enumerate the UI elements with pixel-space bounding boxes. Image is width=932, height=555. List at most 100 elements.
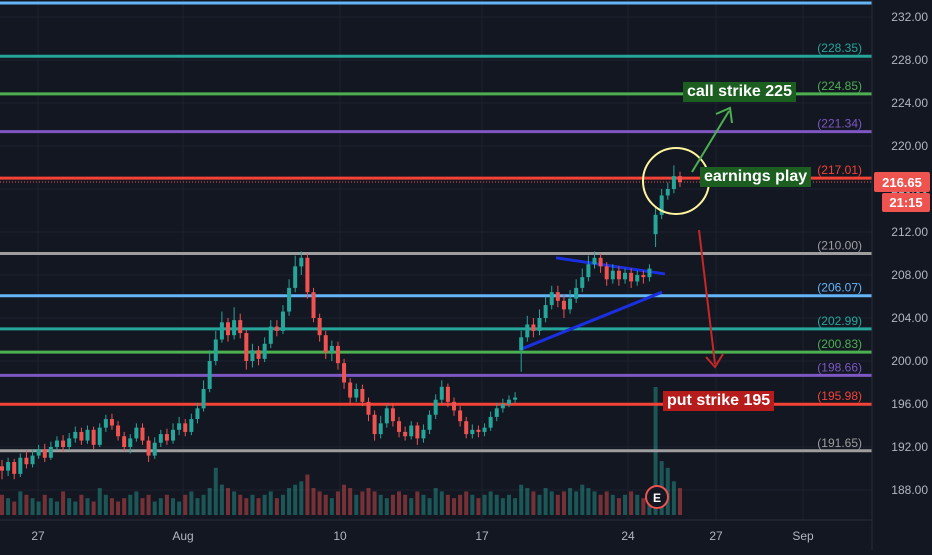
candle-body: [195, 408, 200, 420]
volume-bar: [109, 498, 114, 515]
candle-body: [0, 466, 4, 471]
volume-bar: [213, 467, 218, 515]
volume-bar: [561, 491, 566, 515]
candle-body: [464, 421, 469, 435]
volume-bar: [678, 488, 682, 515]
price-level-label: (221.34): [817, 117, 862, 131]
candle-body: [488, 416, 493, 428]
volume-bar: [262, 494, 267, 515]
volume-bar: [390, 494, 395, 515]
volume-bar: [586, 488, 591, 515]
candle-body: [476, 429, 481, 432]
price-level-label: (200.83): [817, 337, 862, 351]
volume-bar: [629, 491, 634, 515]
bullish-arrow-head: [715, 106, 733, 124]
candle-body: [280, 311, 285, 331]
candle-body: [329, 345, 334, 353]
volume-bar: [335, 491, 340, 515]
volume-bar: [525, 488, 530, 515]
volume-bar: [323, 494, 328, 515]
candlesticks: [0, 165, 682, 480]
call-strike-label: call strike 225: [683, 82, 796, 102]
volume-bar: [61, 491, 66, 515]
candle-body: [555, 292, 560, 301]
volume-bar: [256, 498, 261, 515]
volume-bar: [329, 498, 334, 515]
volume-bar: [384, 498, 389, 515]
volume-bar: [415, 491, 420, 515]
volume-bar: [195, 498, 200, 515]
candle-body: [213, 339, 218, 361]
candle-body: [439, 386, 444, 400]
volume-bar: [458, 494, 463, 515]
last-price-value: 216.65: [882, 175, 922, 190]
candle-body: [598, 257, 603, 267]
volume-bar: [311, 488, 316, 515]
candle-body: [48, 447, 53, 458]
candle-body: [678, 176, 682, 183]
price-level-label: (210.00): [817, 239, 862, 253]
candle-body: [140, 427, 145, 441]
candle-body: [201, 388, 206, 409]
candle-body: [18, 457, 23, 474]
candle-body: [256, 350, 261, 359]
volume-bar: [592, 491, 597, 515]
volume-bar: [610, 494, 615, 515]
time-axis: 27 Aug 10 17 24 27 Sep: [0, 519, 872, 543]
candle-body: [287, 287, 292, 312]
price-level-label: (224.85): [817, 79, 862, 93]
price-level-label: (206.07): [817, 281, 862, 295]
price-axis: 232.00228.00224.00220.00216.00212.00208.…: [871, 0, 930, 550]
volume-bar: [219, 484, 224, 515]
price-tick-label: 212.00: [891, 225, 928, 239]
candle-body: [128, 438, 133, 447]
time-tick-label: Sep: [792, 529, 814, 543]
volume-bar: [48, 498, 53, 515]
volume-bar: [287, 488, 292, 515]
candle-body: [158, 434, 163, 443]
volume-bar: [580, 484, 585, 515]
candle-body: [397, 421, 402, 432]
candle-body: [671, 176, 676, 189]
candle-body: [604, 266, 609, 280]
candle-body: [549, 292, 554, 306]
volume-bar: [452, 498, 456, 515]
volume-bar: [445, 494, 450, 515]
candle-body: [36, 449, 41, 456]
candle-body: [610, 270, 615, 280]
volume-bar: [433, 488, 438, 515]
triangle-lower-trendline: [520, 290, 663, 351]
volume-bar: [244, 498, 249, 515]
candle-body: [580, 277, 585, 288]
volume-bar: [403, 494, 408, 515]
candle-body: [378, 423, 383, 435]
candle-body: [219, 322, 224, 340]
price-level-label: (198.66): [817, 360, 862, 374]
bearish-arrow-head: [705, 353, 724, 369]
price-tick-label: 192.00: [891, 440, 928, 454]
price-tick-label: 188.00: [891, 483, 928, 497]
time-tick-label: Aug: [172, 529, 193, 543]
volume-bar: [238, 494, 243, 515]
earnings-marker-label: E: [653, 491, 661, 505]
candle-body: [12, 462, 17, 474]
candle-body: [311, 292, 316, 318]
volume-bar: [103, 494, 108, 515]
volume-bar: [6, 498, 11, 515]
volume-bars: [0, 387, 682, 515]
candle-body: [299, 257, 304, 267]
volume-bar: [128, 494, 133, 515]
volume-bar: [232, 491, 237, 515]
price-tick-label: 220.00: [891, 139, 928, 153]
earnings-marker: [645, 485, 669, 509]
candle-body: [647, 268, 652, 278]
candle-body: [384, 408, 389, 424]
volume-bar: [226, 488, 230, 515]
horizontal-levels: (228.35) (224.85) (221.34) (217.01) (210.00)…: [0, 1, 872, 453]
candle-body: [152, 442, 157, 456]
volume-bar: [97, 488, 102, 515]
earnings-play-label: earnings play: [700, 167, 812, 187]
candle-body: [24, 457, 29, 465]
volume-bar: [299, 481, 304, 515]
